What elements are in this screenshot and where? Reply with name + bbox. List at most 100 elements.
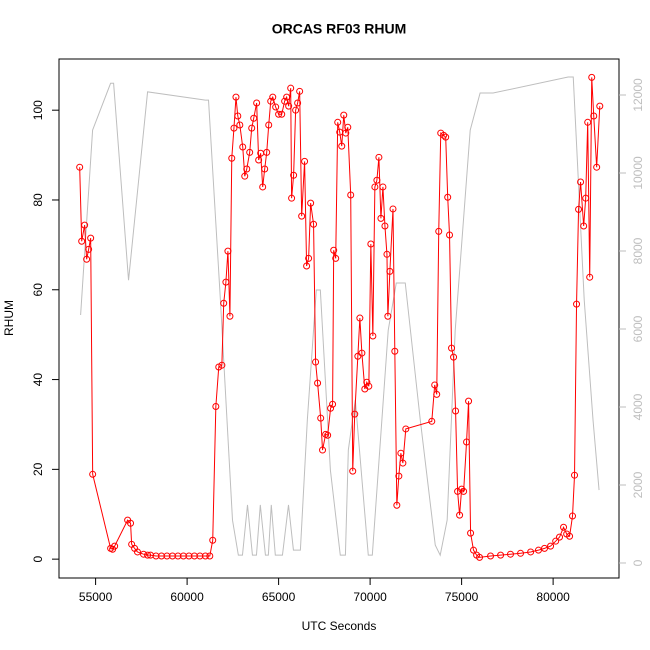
y-tick-label: 40 bbox=[31, 373, 45, 387]
data-point bbox=[383, 250, 391, 258]
data-point bbox=[556, 533, 564, 541]
x-tick-label: 75000 bbox=[445, 590, 479, 604]
chart-title: ORCAS RF03 RHUM bbox=[272, 21, 407, 37]
data-point bbox=[588, 73, 596, 81]
data-point bbox=[344, 123, 352, 131]
data-point bbox=[428, 417, 436, 425]
data-point bbox=[330, 246, 338, 254]
data-point bbox=[338, 142, 346, 150]
data-point bbox=[573, 300, 581, 308]
data-point bbox=[281, 97, 289, 105]
data-point bbox=[340, 111, 348, 119]
data-point bbox=[456, 511, 464, 519]
data-point bbox=[446, 231, 454, 239]
y-tick-label: 80 bbox=[31, 193, 45, 207]
data-point bbox=[272, 103, 280, 111]
data-point bbox=[389, 205, 397, 213]
data-point bbox=[127, 519, 135, 527]
data-point bbox=[220, 299, 228, 307]
y2-tick-label: 8000 bbox=[631, 237, 645, 264]
data-point bbox=[440, 131, 448, 139]
data-point bbox=[89, 470, 97, 478]
data-point bbox=[222, 278, 230, 286]
data-point bbox=[312, 358, 320, 366]
data-point bbox=[317, 414, 325, 422]
x-tick-label: 65000 bbox=[262, 590, 296, 604]
data-point bbox=[83, 255, 91, 263]
data-point bbox=[290, 171, 298, 179]
data-point bbox=[111, 542, 119, 550]
y2-tick-label: 10000 bbox=[631, 156, 645, 190]
y2-tick-label: 4000 bbox=[631, 393, 645, 420]
data-point bbox=[218, 361, 226, 369]
y-tick-label: 20 bbox=[31, 462, 45, 476]
data-point bbox=[367, 240, 375, 248]
y2-tick-label: 12000 bbox=[631, 78, 645, 112]
data-point bbox=[467, 529, 475, 537]
data-point bbox=[351, 410, 359, 418]
data-point bbox=[157, 552, 165, 560]
data-point bbox=[78, 237, 86, 245]
data-point bbox=[334, 118, 342, 126]
data-point bbox=[236, 121, 244, 129]
data-point bbox=[209, 536, 217, 544]
data-point bbox=[305, 254, 313, 262]
data-point bbox=[465, 397, 473, 405]
data-point bbox=[497, 551, 505, 559]
data-point bbox=[288, 194, 296, 202]
data-point bbox=[547, 542, 555, 550]
data-point bbox=[232, 93, 240, 101]
data-point bbox=[577, 178, 585, 186]
data-point bbox=[206, 552, 214, 560]
data-point bbox=[369, 332, 377, 340]
y2-tick-label: 2000 bbox=[631, 471, 645, 498]
data-point bbox=[246, 148, 254, 156]
data-point bbox=[534, 546, 542, 554]
data-point bbox=[347, 191, 355, 199]
data-point bbox=[253, 99, 261, 107]
data-point bbox=[487, 552, 495, 560]
data-point bbox=[255, 156, 263, 164]
data-point bbox=[575, 205, 583, 213]
x-tick-label: 80000 bbox=[536, 590, 570, 604]
data-point bbox=[292, 106, 300, 114]
plot-frame bbox=[58, 58, 620, 579]
data-point bbox=[356, 314, 364, 322]
data-point bbox=[476, 553, 484, 561]
data-point bbox=[287, 84, 295, 92]
data-point bbox=[261, 165, 269, 173]
data-point bbox=[527, 548, 535, 556]
data-point bbox=[395, 472, 403, 480]
data-point bbox=[397, 449, 405, 457]
data-point bbox=[450, 353, 458, 361]
data-point bbox=[285, 102, 293, 110]
data-point bbox=[442, 133, 450, 141]
data-point bbox=[212, 402, 220, 410]
y-tick-label: 0 bbox=[31, 555, 45, 562]
data-point bbox=[448, 344, 456, 352]
data-point bbox=[593, 163, 601, 171]
data-point bbox=[230, 124, 238, 132]
data-line bbox=[79, 77, 601, 558]
data-point bbox=[444, 193, 452, 201]
data-point bbox=[226, 312, 234, 320]
data-point bbox=[402, 425, 410, 433]
data-point bbox=[596, 102, 604, 110]
data-point bbox=[190, 552, 198, 560]
data-point bbox=[267, 97, 275, 105]
data-point bbox=[310, 220, 318, 228]
data-point bbox=[248, 124, 256, 132]
data-point bbox=[152, 552, 160, 560]
data-point bbox=[582, 194, 590, 202]
data-point bbox=[460, 487, 468, 495]
data-point bbox=[307, 199, 315, 207]
data-point bbox=[243, 165, 251, 173]
data-point bbox=[517, 549, 525, 557]
data-point bbox=[399, 459, 407, 467]
data-point bbox=[463, 438, 471, 446]
data-point bbox=[391, 347, 399, 355]
data-point bbox=[196, 552, 204, 560]
data-point bbox=[134, 548, 142, 556]
data-point bbox=[259, 183, 267, 191]
